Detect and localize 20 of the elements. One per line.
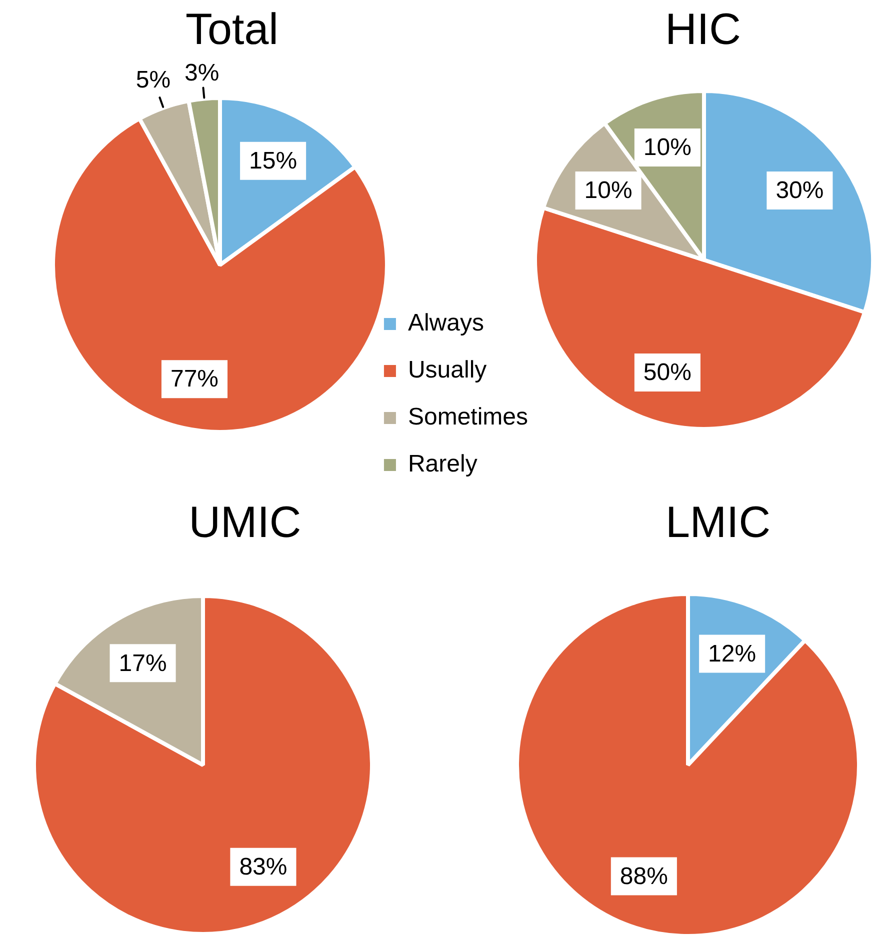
chart-title: UMIC — [188, 498, 302, 547]
chart-title: Total — [184, 5, 280, 54]
chart-title: HIC — [664, 5, 742, 54]
data-label: 10% — [584, 177, 632, 204]
data-label: 50% — [643, 359, 692, 386]
data-label: 12% — [708, 640, 756, 668]
data-label: 30% — [776, 177, 824, 204]
data-label: 17% — [118, 650, 167, 677]
legend-label: Rarely — [408, 450, 478, 478]
legend-label: Always — [408, 310, 484, 337]
data-label: 88% — [620, 862, 668, 890]
data-label: 83% — [239, 853, 288, 880]
chart-title: LMIC — [664, 498, 772, 547]
legend-label: Usually — [408, 356, 487, 384]
data-label: 10% — [643, 134, 692, 162]
legend-label: Sometimes — [408, 404, 528, 431]
data-label: 5% — [136, 66, 171, 94]
data-label: 15% — [249, 147, 298, 174]
data-label: 77% — [170, 366, 219, 393]
data-label: 3% — [184, 60, 220, 87]
